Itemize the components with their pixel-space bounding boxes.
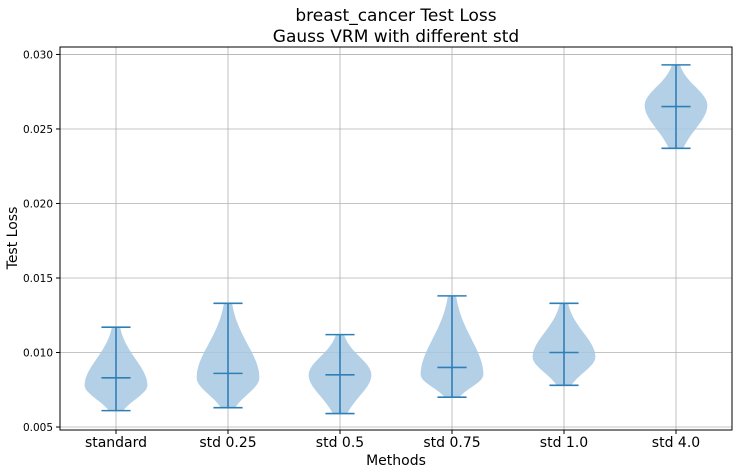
chart-title-line-2: Gauss VRM with different std — [273, 27, 519, 47]
violin-standard — [84, 326, 148, 412]
chart-title-line-1: breast_cancer Test Loss — [295, 6, 496, 26]
y-tick-label: 0.030 — [23, 49, 53, 61]
x-tick-label: std 0.75 — [423, 435, 480, 451]
y-tick-label: 0.015 — [23, 273, 53, 285]
violins — [84, 64, 708, 415]
y-axis-ticks: 0.005 0.010 0.015 0.020 0.025 0.030 — [23, 49, 60, 434]
x-axis-label: Methods — [366, 453, 426, 469]
y-tick-label: 0.020 — [23, 198, 53, 210]
x-axis-ticks: standard std 0.25 std 0.5 std 0.75 std 1.0 st… — [85, 430, 700, 451]
grid-lines — [60, 47, 732, 430]
x-tick-label: std 0.25 — [199, 435, 256, 451]
violin-std-1_0 — [532, 302, 596, 387]
x-tick-label: standard — [85, 435, 147, 451]
x-tick-label: std 1.0 — [540, 435, 588, 451]
y-tick-label: 0.010 — [23, 348, 53, 360]
x-tick-label: std 0.5 — [316, 435, 364, 451]
violin-std-0_75 — [420, 295, 484, 399]
violin-std-4_0 — [644, 64, 708, 150]
x-tick-label: std 4.0 — [652, 435, 700, 451]
violin-std-0_25 — [196, 302, 260, 409]
y-axis-label: Test Loss — [5, 207, 21, 271]
violin-std-0_5 — [308, 333, 372, 415]
plot-frame — [59, 46, 733, 431]
y-tick-label: 0.025 — [23, 124, 53, 136]
y-tick-label: 0.005 — [23, 422, 53, 434]
